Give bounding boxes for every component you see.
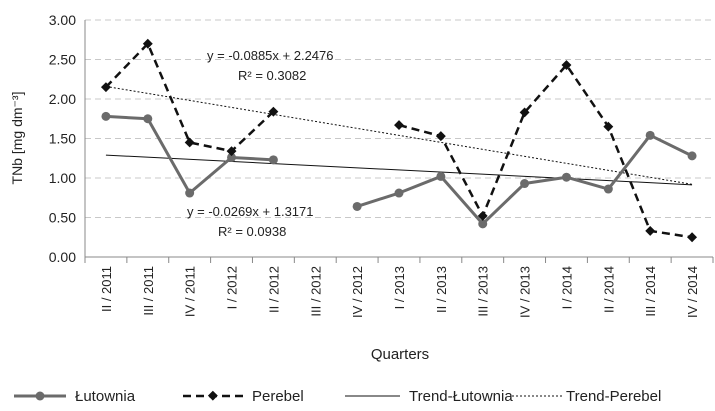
x-tick-label: I / 2013 [392, 266, 407, 309]
x-tick-label: III / 2012 [308, 266, 323, 317]
data-point [687, 232, 698, 243]
legend-label-perebel: Perebel [252, 388, 304, 405]
x-tick-label: IV / 2012 [350, 266, 365, 318]
trendline [105, 85, 693, 185]
data-point [394, 120, 404, 131]
trendline [105, 154, 693, 186]
x-tick-label: IV / 2013 [518, 266, 533, 318]
legend-item-trend-lutownia: Trend-Łutownia [345, 388, 513, 405]
y-tick-label: 1.50 [49, 131, 76, 147]
x-tick-label: I / 2012 [225, 266, 240, 309]
y-tick-label: 0.00 [49, 249, 76, 265]
x-tick-label: I / 2014 [559, 266, 574, 309]
gridlines [85, 19, 713, 218]
data-point [435, 131, 446, 142]
data-point [603, 121, 614, 132]
data-point [185, 188, 195, 198]
data-point [143, 114, 153, 124]
trend-lutownia-r2: R² = 0.0938 [218, 224, 286, 239]
x-tick-label: II / 2011 [99, 266, 114, 312]
y-tick-label: 3.00 [49, 12, 76, 28]
legend: Łutownia Perebel Trend-Łutownia Trend-Pe… [14, 388, 661, 405]
x-tick-label: IV / 2014 [685, 266, 700, 318]
data-point [226, 146, 237, 157]
data-point [477, 210, 488, 221]
y-tick-label: 2.50 [49, 52, 76, 68]
data-point [478, 219, 488, 229]
x-tick-label: II / 2014 [601, 266, 616, 313]
x-tick-label: III / 2013 [476, 266, 491, 317]
data-point [227, 152, 237, 162]
data-point [520, 179, 530, 189]
data-point [519, 107, 530, 118]
x-tick-label: III / 2014 [643, 266, 658, 317]
series-line [105, 114, 274, 195]
series-line [398, 63, 693, 239]
x-tick-label: II / 2012 [266, 266, 281, 313]
trendlines [105, 85, 693, 186]
data-point [142, 38, 153, 49]
trend-perebel-r2: R² = 0.3082 [238, 68, 306, 83]
data-point [561, 172, 571, 182]
data-point [100, 82, 111, 93]
y-tick-label: 0.50 [49, 210, 76, 226]
data-point [268, 155, 278, 165]
x-tick-label: III / 2011 [141, 266, 156, 316]
trend-lutownia-equation: y = -0.0269x + 1.3171 [187, 204, 313, 219]
y-tick-label: 1.00 [49, 170, 76, 186]
legend-item-trend-perebel: Trend-Perebel [512, 388, 661, 405]
x-tick-label: IV / 2011 [183, 266, 198, 317]
legend-marker-lutownia [35, 391, 45, 401]
data-point [645, 130, 655, 140]
series-line [105, 42, 275, 153]
legend-label-trend-perebel: Trend-Perebel [566, 388, 661, 405]
y-tick-labels: 0.00 0.50 1.00 1.50 2.00 2.50 3.00 [49, 12, 76, 265]
legend-label-lutownia: Łutownia [75, 388, 136, 405]
y-tick-label: 2.00 [49, 91, 76, 107]
data-point [436, 171, 446, 181]
y-axis-label: TNb [mg dm⁻³] [9, 92, 25, 185]
data-point [394, 188, 404, 198]
x-tick-label: II / 2013 [434, 266, 449, 313]
axes [84, 20, 713, 258]
legend-item-lutownia: Łutownia [14, 388, 136, 405]
data-point [184, 137, 195, 148]
series [100, 38, 698, 243]
data-point [352, 201, 362, 211]
data-point [603, 184, 613, 194]
trend-perebel-equation: y = -0.0885x + 2.2476 [207, 48, 333, 63]
data-point [561, 60, 572, 70]
data-point [101, 111, 111, 121]
x-axis-label: Quarters [371, 346, 429, 363]
legend-item-perebel: Perebel [183, 388, 304, 405]
data-point [645, 225, 656, 236]
x-tick-labels: II / 2011 III / 2011 IV / 2011 I / 2012 II /… [84, 257, 714, 318]
legend-label-trend-lutownia: Trend-Łutownia [409, 388, 513, 405]
data-point [687, 151, 697, 161]
legend-marker-perebel [207, 390, 218, 401]
